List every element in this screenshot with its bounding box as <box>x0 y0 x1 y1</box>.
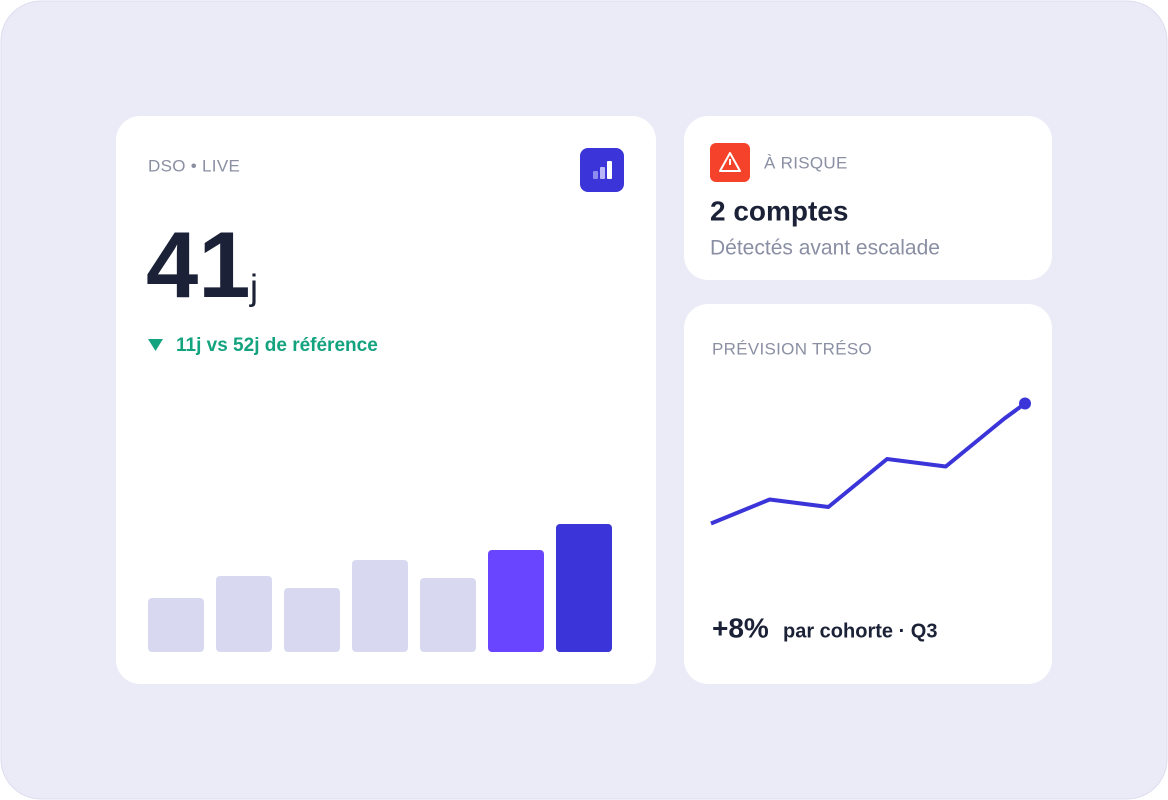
alert-glyph <box>719 152 741 172</box>
bar <box>420 578 476 652</box>
risk-subtitle: Détectés avant escalade <box>710 237 940 260</box>
end-point <box>1019 397 1031 410</box>
forecast-card <box>684 304 1052 684</box>
down-arrow <box>148 339 163 351</box>
line <box>710 401 1027 526</box>
forecast-label: PRÉVISION TRÉSO <box>712 339 872 358</box>
bar <box>352 560 408 652</box>
dso-unit: j <box>249 267 258 308</box>
bar <box>556 524 612 652</box>
bar <box>216 576 272 652</box>
risk-label: À RISQUE <box>764 153 848 172</box>
risk-title: 2 comptes <box>710 195 849 226</box>
delta: 11j vs 52j de référence <box>176 335 378 356</box>
risk-card <box>684 116 1052 280</box>
dso-card <box>116 116 656 684</box>
icon-bar <box>593 171 598 179</box>
bar <box>148 598 204 652</box>
icon-bar <box>600 167 605 179</box>
forecast-caption: par cohorte · Q3 <box>783 620 937 642</box>
bar <box>488 550 544 652</box>
card-label: DSO • LIVE <box>148 156 240 175</box>
forecast-value: +8% <box>712 612 769 643</box>
icon-bar <box>607 161 612 179</box>
bar <box>284 588 340 652</box>
dso-value: 41 <box>146 212 251 317</box>
